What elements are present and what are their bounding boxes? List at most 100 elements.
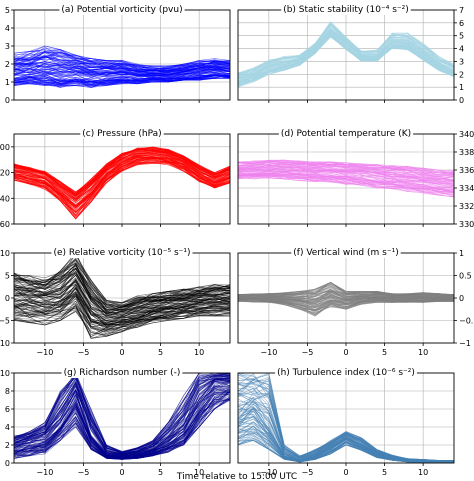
- panel-b: 0 1 2 3 4 5 6 7 (b) Static stability (10⁻⁴ s⁻²): [237, 4, 464, 105]
- ensemble-member-line: [14, 377, 230, 456]
- ensemble-member-line: [238, 407, 454, 462]
- ensemble-member-line: [238, 389, 454, 462]
- panel-title-background: [281, 4, 411, 15]
- ensemble-member-line: [238, 35, 454, 87]
- x-axis-label: Time relative to 15:00 UTC: [176, 472, 297, 481]
- ensemble-lines: [14, 146, 230, 220]
- panel-title-background: [80, 128, 164, 139]
- ensemble-member-line: [14, 72, 230, 82]
- ensemble-member-line: [14, 266, 230, 308]
- ensemble-member-line: [238, 298, 454, 307]
- ensemble-member-line: [238, 32, 454, 79]
- panel-title-background: [275, 367, 417, 378]
- panel-title-background: [51, 247, 193, 258]
- x-tick-label: 10: [194, 468, 204, 477]
- y-tick-label: 10: [0, 249, 10, 258]
- y-tick-label: −10: [0, 339, 10, 348]
- ensemble-lines: [238, 159, 454, 198]
- ensemble-member-line: [238, 171, 454, 188]
- y-tick-label: 1: [459, 83, 464, 92]
- ensemble-member-line: [14, 267, 230, 312]
- ensemble-member-line: [14, 391, 230, 460]
- y-tick-label: 2: [5, 441, 10, 450]
- ensemble-lines: [238, 21, 454, 88]
- ensemble-member-line: [14, 49, 230, 68]
- x-tick-label: −10: [260, 468, 277, 477]
- panel-title-background: [59, 4, 185, 15]
- ensemble-lines: [14, 45, 230, 88]
- panel-c: 200 220 240 260 (c) Pressure (hPa): [0, 128, 231, 229]
- ensemble-member-line: [14, 373, 230, 452]
- panel-h: −10 −5 0 5 10 (h) Turbulence index (10⁻⁶ s⁻²): [237, 367, 455, 477]
- y-tick-label: 338: [459, 148, 474, 157]
- x-tick-label: −5: [302, 468, 314, 477]
- ensemble-member-line: [238, 159, 454, 176]
- ensemble-member-line: [14, 278, 230, 320]
- ensemble-member-line: [14, 387, 230, 457]
- y-tick-label: 0: [5, 459, 10, 468]
- ensemble-member-line: [14, 288, 230, 326]
- ensemble-member-line: [238, 31, 454, 83]
- y-tick-label: 1: [459, 249, 464, 258]
- y-tick-label: 0: [5, 96, 10, 105]
- y-tick-label: 2: [5, 60, 10, 69]
- ensemble-member-line: [238, 174, 454, 194]
- y-tick-label: 10: [0, 369, 10, 378]
- y-tick-label: 3: [459, 57, 464, 66]
- y-tick-label: 0: [459, 96, 464, 105]
- x-tick-label: −5: [78, 348, 90, 357]
- ensemble-lines: [14, 373, 230, 460]
- x-tick-label: −5: [78, 468, 90, 477]
- ensemble-lines: [238, 373, 454, 463]
- y-tick-label: 4: [459, 45, 464, 54]
- panel-title: (c) Pressure (hPa): [82, 129, 161, 139]
- ensemble-member-line: [14, 385, 230, 458]
- panel-title: (g) Richardson number (-): [64, 368, 181, 378]
- x-tick-label: 5: [382, 348, 387, 357]
- ensemble-member-line: [14, 271, 230, 313]
- y-tick-label: −1: [459, 339, 471, 348]
- panel-a: 0 1 2 3 4 5 (a) Potential vorticity (pvu): [5, 4, 231, 105]
- ensemble-member-line: [14, 68, 230, 78]
- panel-title: (f) Vertical wind (m s⁻¹): [293, 248, 398, 258]
- ensemble-member-line: [14, 281, 230, 317]
- ensemble-member-line: [238, 292, 454, 299]
- ensemble-member-line: [238, 23, 454, 76]
- ensemble-member-line: [14, 61, 230, 72]
- ensemble-member-line: [238, 427, 454, 463]
- ensemble-member-line: [14, 310, 230, 337]
- ensemble-member-line: [238, 299, 454, 312]
- y-tick-label: 6: [5, 405, 10, 414]
- ensemble-member-line: [238, 283, 454, 297]
- y-tick-label: 0: [459, 294, 464, 303]
- panel-title-background: [61, 367, 183, 378]
- y-tick-label: 340: [459, 130, 474, 139]
- y-tick-label: 4: [5, 24, 10, 33]
- panel-title: (e) Relative vorticity (10⁻⁵ s⁻¹): [53, 248, 190, 258]
- panel-title-background: [278, 128, 414, 139]
- y-tick-label: 7: [459, 6, 464, 15]
- x-tick-label: 0: [343, 348, 348, 357]
- y-tick-label: −0.5: [459, 317, 474, 326]
- ensemble-member-line: [238, 23, 454, 75]
- x-tick-label: 10: [418, 468, 428, 477]
- y-tick-label: 200: [0, 143, 10, 152]
- ensemble-member-line: [238, 177, 454, 197]
- ensemble-member-line: [14, 374, 230, 454]
- ensemble-member-line: [14, 150, 230, 196]
- y-tick-label: 3: [5, 42, 10, 51]
- ensemble-member-line: [14, 49, 230, 69]
- ensemble-member-line: [14, 306, 230, 328]
- ensemble-member-line: [14, 157, 230, 213]
- panel-title-background: [291, 247, 401, 258]
- ensemble-member-line: [14, 373, 230, 453]
- ensemble-member-line: [14, 284, 230, 324]
- ensemble-member-line: [238, 296, 454, 303]
- ensemble-member-line: [238, 166, 454, 183]
- ensemble-member-line: [14, 156, 230, 205]
- ensemble-member-line: [238, 160, 454, 174]
- y-tick-label: 5: [459, 32, 464, 41]
- ensemble-member-line: [14, 262, 230, 308]
- ensemble-member-line: [14, 146, 230, 196]
- x-tick-label: 5: [382, 468, 387, 477]
